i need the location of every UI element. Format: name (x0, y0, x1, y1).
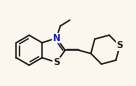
Text: S: S (53, 58, 60, 67)
Text: S: S (117, 41, 123, 50)
Text: N: N (52, 34, 60, 43)
